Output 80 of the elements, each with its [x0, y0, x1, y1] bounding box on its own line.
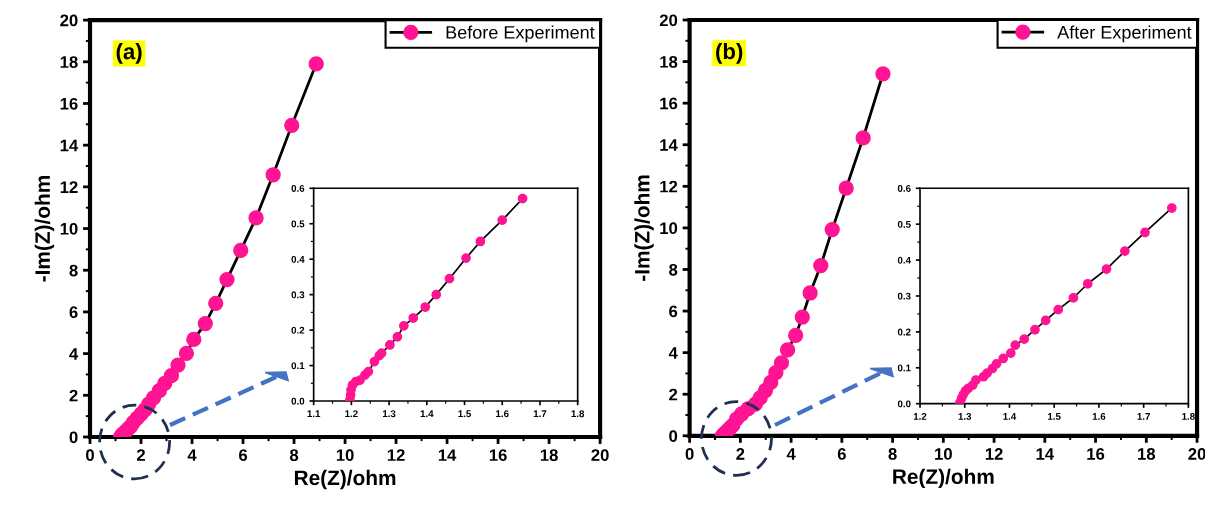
y-tick-label: 18 — [60, 56, 78, 68]
x-tick-label: 2 — [736, 448, 745, 460]
y-tick-label: 20 — [60, 14, 78, 27]
y-tick-label: 8 — [669, 263, 678, 276]
annotation: (a) — [116, 43, 142, 64]
y-tick-label: 0.3 — [897, 292, 911, 300]
legend-label: After Experiment — [1057, 25, 1192, 43]
x-tick-label: 20 — [591, 449, 609, 462]
x-tick-label: 18 — [1138, 448, 1156, 460]
x-tick-label: 1.4 — [420, 410, 434, 418]
x-axis-title: Re(Z)/ohm — [294, 469, 396, 490]
y-tick-label: 0.1 — [291, 362, 305, 370]
y-tick-label: 0.0 — [291, 397, 305, 405]
x-tick-label: 1.1 — [307, 410, 321, 418]
y-tick-label: 0.1 — [897, 364, 911, 372]
y-tick-label: 16 — [660, 97, 678, 110]
y-tick-label: 2 — [69, 389, 78, 402]
y-tick-label: 10 — [660, 222, 678, 235]
y-tick-label: 14 — [60, 139, 79, 152]
x-tick-label: 1.3 — [958, 412, 972, 420]
annotation: (b) — [716, 42, 743, 64]
x-tick-label: 1.7 — [1137, 413, 1150, 420]
y-tick-label: 0.2 — [897, 328, 911, 336]
x-tick-label: 4 — [187, 449, 197, 461]
y-tick-label: 0 — [669, 430, 678, 443]
x-tick-label: 10 — [336, 449, 354, 462]
x-tick-label: 1.6 — [1092, 412, 1106, 420]
x-tick-label: 20 — [1188, 448, 1205, 460]
x-tick-label: 1.4 — [1003, 413, 1017, 420]
x-tick-label: 1.7 — [533, 410, 547, 418]
y-tick-label: 4 — [69, 348, 79, 360]
x-tick-label: 14 — [438, 449, 457, 461]
x-tick-label: 2 — [136, 449, 145, 461]
legend-label: Before Experiment — [446, 25, 595, 43]
x-tick-label: 1.6 — [496, 410, 509, 418]
y-tick-label: 18 — [660, 55, 678, 68]
x-tick-label: 1.5 — [1048, 413, 1061, 420]
x-tick-label: 14 — [1036, 448, 1054, 460]
x-tick-label: 1.2 — [913, 412, 927, 420]
y-tick-label: 0.6 — [291, 185, 305, 192]
y-tick-label: 0.2 — [291, 326, 305, 334]
y-tick-label: 0.4 — [291, 255, 305, 263]
y-tick-label: 10 — [60, 222, 78, 235]
x-tick-label: 12 — [985, 448, 1003, 460]
y-tick-label: 0.5 — [897, 220, 911, 228]
y-tick-label: 14 — [660, 139, 678, 151]
y-tick-label: 6 — [69, 306, 78, 319]
x-tick-label: 1.3 — [382, 410, 396, 418]
y-axis-title: -Im(Z)/ohm — [634, 175, 654, 281]
y-tick-label: 6 — [669, 305, 678, 318]
x-axis-title: Re(Z)/ohm — [893, 468, 994, 489]
y-tick-label: 0.5 — [291, 220, 305, 228]
x-tick-label: 1.8 — [1182, 412, 1195, 420]
y-tick-label: 8 — [69, 264, 78, 277]
x-tick-label: 16 — [489, 449, 507, 462]
y-tick-label: 0.4 — [897, 256, 911, 264]
y-tick-label: 0.6 — [897, 185, 911, 192]
x-tick-label: 0 — [685, 448, 694, 460]
x-tick-label: 1.5 — [458, 410, 472, 418]
y-tick-label: 16 — [60, 97, 78, 110]
y-tick-label: 0.0 — [897, 400, 911, 408]
x-tick-label: 18 — [540, 449, 558, 462]
x-tick-label: 1.8 — [571, 410, 585, 418]
x-tick-label: 4 — [786, 448, 796, 460]
x-tick-label: 1.2 — [345, 410, 358, 418]
x-tick-label: 6 — [239, 449, 248, 462]
x-tick-label: 0 — [86, 449, 94, 462]
y-tick-label: 20 — [659, 14, 678, 27]
x-tick-label: 6 — [837, 448, 846, 460]
y-tick-label: 0.3 — [291, 291, 305, 299]
x-tick-label: 10 — [935, 448, 952, 460]
y-axis-title: -Im(Z)/ohm — [34, 176, 55, 282]
x-tick-label: 16 — [1087, 448, 1105, 460]
x-tick-label: 12 — [387, 449, 405, 461]
y-tick-label: 4 — [668, 347, 678, 359]
y-tick-label: 2 — [669, 388, 678, 401]
y-tick-label: 0 — [69, 431, 78, 444]
y-tick-label: 12 — [660, 180, 678, 193]
y-tick-label: 12 — [60, 181, 78, 193]
x-tick-label: 8 — [888, 448, 897, 460]
